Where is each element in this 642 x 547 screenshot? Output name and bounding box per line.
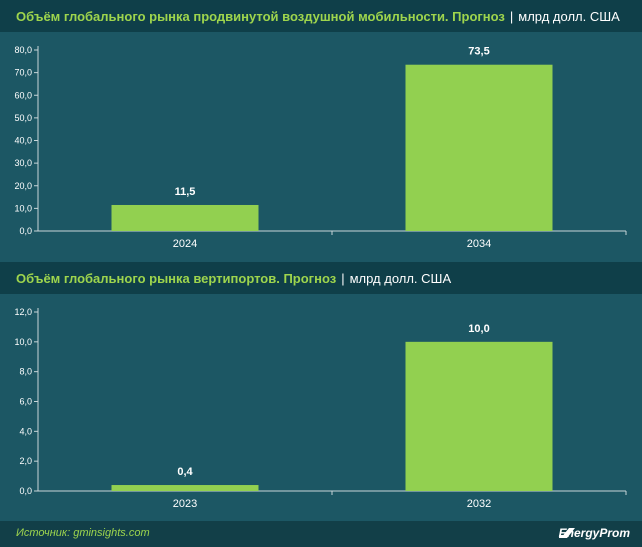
chart1-bar xyxy=(405,64,553,231)
chart1-category-label: 2034 xyxy=(467,238,491,250)
chart1-y-tick-label: 70,0 xyxy=(14,68,32,78)
chart1-title-bar: Объём глобального рынка продвинутой возд… xyxy=(0,0,642,32)
chart2-y-tick-label: 2,0 xyxy=(19,456,32,466)
chart1-title-separator: | xyxy=(509,8,514,24)
chart2-bar xyxy=(111,485,259,491)
chart2-unit: млрд долл. США xyxy=(349,270,452,286)
chart2-category-label: 2023 xyxy=(173,498,197,510)
chart1-data-label: 73,5 xyxy=(468,46,489,58)
chart2-plot: 0,0 2,0 4,0 6,0 8,0 10,0 12,0 0,4 2023 10,0 2032 xyxy=(14,307,627,510)
chart2-y-tick-label: 0,0 xyxy=(19,486,32,496)
chart2-category-label: 2032 xyxy=(467,498,491,510)
chart1-y-tick-label: 50,0 xyxy=(14,113,32,123)
footer: Источник: gminsights.com EnergyProm xyxy=(0,521,642,547)
chart1-y-tick-label: 60,0 xyxy=(14,90,32,100)
chart2-title-bar: Объём глобального рынка вертипортов. Про… xyxy=(0,262,642,294)
chart1-y-tick-label: 10,0 xyxy=(14,203,32,213)
chart2-y-tick-label: 12,0 xyxy=(14,307,32,317)
chart1-y-tick-label: 40,0 xyxy=(14,136,32,146)
chart1-y-tick-label: 80,0 xyxy=(14,45,32,55)
chart1-bar xyxy=(111,204,259,231)
energyprom-logo-icon xyxy=(558,528,575,538)
chart1-category-label: 2024 xyxy=(173,238,197,250)
chart2-y-tick-label: 8,0 xyxy=(19,367,32,377)
chart2-y-tick-label: 6,0 xyxy=(19,397,32,407)
chart2-data-label: 10,0 xyxy=(468,323,489,335)
chart2-y-tick-label: 4,0 xyxy=(19,426,32,436)
logo: EnergyProm xyxy=(558,526,630,540)
chart1-unit: млрд долл. США xyxy=(518,8,620,24)
chart2-y-tick-label: 10,0 xyxy=(14,337,32,347)
chart1-title: Объём глобального рынка продвинутой возд… xyxy=(16,8,505,24)
chart1-data-label: 11,5 xyxy=(175,186,196,198)
chart1-y-tick-label: 20,0 xyxy=(14,181,32,191)
chart1-y-tick-label: 0,0 xyxy=(19,226,32,236)
chart2-title: Объём глобального рынка вертипортов. Про… xyxy=(16,270,337,286)
source-label: Источник: gminsights.com xyxy=(16,527,150,539)
chart2-title-separator: | xyxy=(341,270,345,286)
chart2-data-label: 0,4 xyxy=(177,466,193,478)
logo-text: EnergyProm xyxy=(558,526,630,540)
chart1-y-tick-label: 30,0 xyxy=(14,158,32,168)
chart1-plot: 0,0 10,0 20,0 30,0 40,0 50,0 60,0 70,0 80,0 11,5 2… xyxy=(14,45,627,250)
chart2-bar xyxy=(405,341,553,491)
